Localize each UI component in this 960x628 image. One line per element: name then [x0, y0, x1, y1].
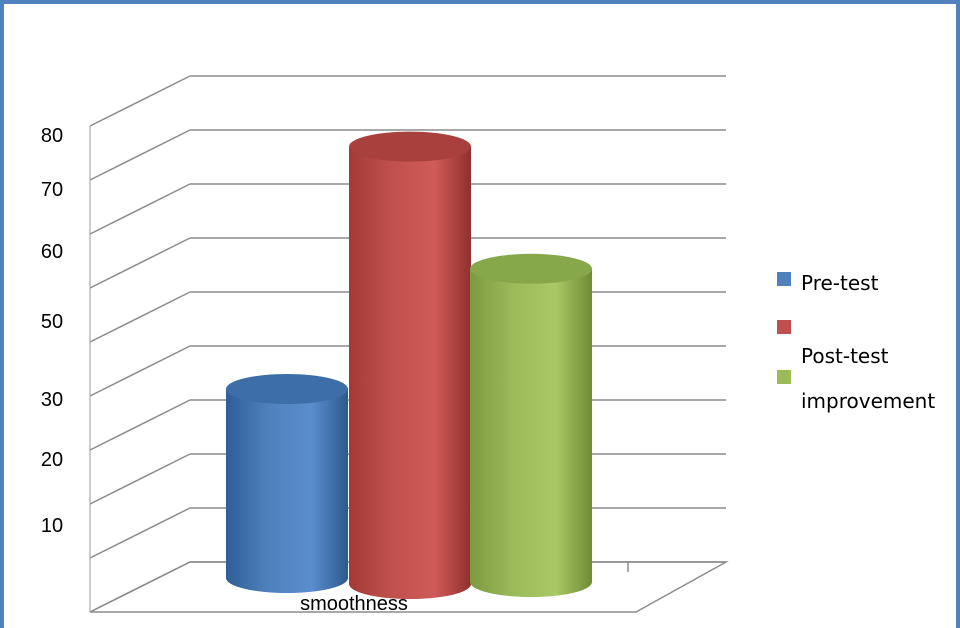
y-axis-ticks: 10 20 30 50 60 70 80	[41, 125, 63, 537]
legend-label: improvement	[801, 389, 935, 413]
category-label: smoothness	[300, 593, 408, 615]
legend-swatch	[777, 320, 791, 334]
legend-item: Post-test	[777, 320, 889, 368]
y-tick-label: 50	[41, 311, 63, 333]
bars: smoothness	[226, 131, 592, 615]
legend-item: improvement	[777, 370, 935, 413]
gridline-side	[89, 291, 191, 343]
bar-pre-test	[226, 374, 348, 593]
y-tick-label: 10	[41, 515, 63, 537]
gridline-side	[89, 507, 191, 559]
floor-plane	[89, 561, 729, 613]
y-tick-label: 30	[41, 389, 63, 411]
gridline-side	[89, 345, 191, 397]
legend-item: Pre-test	[777, 271, 879, 295]
gridline-side	[89, 237, 191, 289]
gridline-side	[89, 75, 191, 127]
bar-top	[226, 374, 348, 404]
legend-label: Pre-test	[801, 271, 879, 295]
legend-swatch	[777, 370, 791, 384]
legend: Pre-test Post-test improvement	[777, 271, 935, 413]
gridline-side	[89, 129, 191, 181]
bar-top	[349, 131, 471, 162]
chart-floor	[89, 561, 729, 613]
bar-top	[470, 253, 592, 284]
bar-chart: 10 20 30 50 60 70 80 smoothness Pre-test Post-t…	[41, 75, 935, 615]
y-tick-label: 60	[41, 241, 63, 263]
gridline-side	[89, 453, 191, 505]
legend-swatch	[777, 272, 791, 286]
bar-post-test	[349, 131, 471, 599]
gridline-side	[89, 399, 191, 451]
y-tick-label: 80	[41, 125, 63, 147]
bar-body	[226, 389, 348, 593]
bar-body	[349, 146, 471, 599]
y-tick-label: 70	[41, 179, 63, 201]
y-tick-label: 20	[41, 449, 63, 471]
gridline-side	[89, 183, 191, 235]
bar-body	[470, 268, 592, 597]
legend-label: Post-test	[801, 344, 889, 368]
bar-improvement	[470, 253, 592, 597]
